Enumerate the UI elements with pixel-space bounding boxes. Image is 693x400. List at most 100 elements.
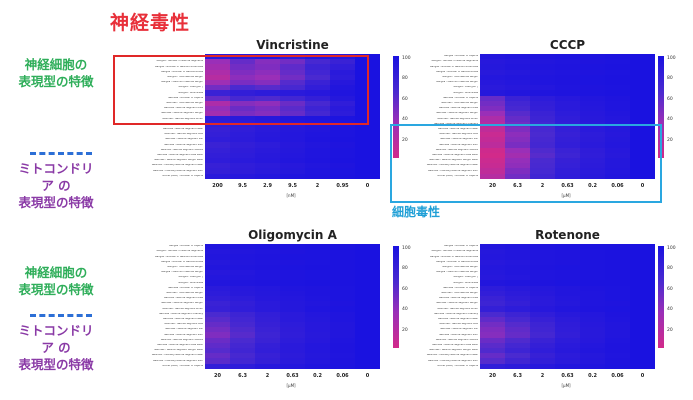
heatmap-cell xyxy=(555,270,581,276)
colorbar-tick-label: 100 xyxy=(402,56,411,61)
heatmap-cell xyxy=(580,254,606,260)
heatmap-cell xyxy=(605,69,631,76)
heatmap-cell xyxy=(305,147,331,154)
row-label: Neurites - Neurite Segment Area Ratio xyxy=(157,154,203,156)
heatmap-cell xyxy=(230,301,256,307)
heatmap-cell xyxy=(580,290,606,297)
heatmap-cell xyxy=(505,132,531,138)
heatmap-cell xyxy=(605,353,631,359)
heatmap-cell xyxy=(555,322,581,328)
heatmap-cell xyxy=(280,363,306,370)
heatmap-cell xyxy=(630,116,656,122)
heatmap-cell xyxy=(330,64,356,70)
heatmap-cell xyxy=(480,100,506,107)
heatmap-cell xyxy=(505,337,531,344)
heatmap-cell xyxy=(205,363,231,370)
heatmap-cell xyxy=(280,126,306,133)
heatmap-cell xyxy=(355,306,381,312)
heatmap-cell xyxy=(580,327,606,333)
heatmap-cell xyxy=(555,311,581,318)
heatmap-cell xyxy=(280,116,306,122)
heatmap-cell xyxy=(630,337,656,344)
row-label: Neurites - Number of Objects xyxy=(168,286,203,289)
heatmap-cell xyxy=(605,100,631,107)
heatmap-cell xyxy=(630,126,656,133)
heatmap-cell xyxy=(630,348,656,354)
heatmap-cell xyxy=(480,59,506,65)
heatmap-cell xyxy=(280,85,306,91)
heatmap-cell xyxy=(205,301,231,307)
heatmap-cell xyxy=(205,69,231,76)
heatmap-cell xyxy=(330,126,356,133)
heatmap-cell xyxy=(480,168,506,174)
heatmap-cell xyxy=(255,332,281,338)
heatmap-cell xyxy=(530,54,556,60)
heatmap-cell xyxy=(555,90,581,96)
row-label: Ganglia - Total Neurite Length xyxy=(442,266,478,268)
row-label: Neurites - Neurite Segment Sum xyxy=(164,333,203,336)
mito-phenotype-label-2: ミトコンドリ ア の 表現型の特徴 xyxy=(2,322,110,373)
heatmap-cell xyxy=(530,173,556,180)
heatmap-cell xyxy=(505,342,531,349)
row-label: Neurites - Neurite Segment Mean xyxy=(162,128,203,130)
heatmap-cell xyxy=(605,259,631,266)
heatmap-cell xyxy=(605,254,631,260)
heatmap-cell xyxy=(480,90,506,96)
row-label: Ganglia - Number of Neurite Segments xyxy=(156,250,203,253)
heatmap-cell xyxy=(505,64,531,70)
heatmap-cell xyxy=(630,168,656,174)
heatmap-cell xyxy=(580,137,606,143)
heatmap-cell xyxy=(280,80,306,86)
heatmap-cell xyxy=(205,280,231,286)
label-line: ア の xyxy=(41,340,71,355)
heatmap-cell xyxy=(330,74,356,81)
heatmap-cell xyxy=(555,106,581,112)
heatmap-cell xyxy=(480,158,506,164)
heatmap-cell xyxy=(580,244,606,250)
heatmap-cell xyxy=(605,270,631,276)
row-label: Neurites - Neurite Segment Length xyxy=(436,302,478,305)
heatmap-cell xyxy=(230,285,256,292)
row-label: Ganglia - Number of Neurite Segments xyxy=(431,60,478,63)
heatmap-cell xyxy=(530,285,556,292)
heatmap-cell xyxy=(555,306,581,312)
heatmap-cell xyxy=(330,168,356,174)
heatmap-cell xyxy=(330,259,356,266)
heatmap-cell xyxy=(555,116,581,122)
heatmap-cell xyxy=(280,348,306,354)
heatmap-cell xyxy=(605,348,631,354)
heatmap-cell xyxy=(530,249,556,255)
heatmap-cell xyxy=(330,69,356,76)
x-tick-label: 200 xyxy=(212,182,223,189)
heatmap-cell xyxy=(255,244,281,250)
heatmap-cell xyxy=(630,280,656,286)
row-label: Neurites - Neurite Segment Area Ratio xyxy=(157,344,203,346)
heatmap-cell xyxy=(305,290,331,297)
heatmap-cell xyxy=(480,290,506,297)
heatmap-cell xyxy=(505,353,531,359)
heatmap-cell xyxy=(305,316,331,323)
heatmap-cell xyxy=(330,337,356,344)
heatmap-cell xyxy=(505,301,531,307)
heatmap-cell xyxy=(505,254,531,260)
row-label: Neurites - Neurite Segment Sum xyxy=(439,143,478,146)
heatmap-cell xyxy=(355,259,381,266)
heatmap-cell xyxy=(630,100,656,107)
heatmap-cell xyxy=(205,275,231,281)
heatmap-cell xyxy=(230,69,256,76)
row-label: Neurites - Neurite Segment Max xyxy=(439,133,478,136)
row-label: Neurites - Neurite Segment StdDev xyxy=(435,338,478,341)
heatmap-cell xyxy=(205,59,231,65)
heatmap-cell xyxy=(505,249,531,255)
row-label: Neurites - Neurite Segment Sum xyxy=(439,333,478,336)
heatmap-cell xyxy=(355,290,381,297)
row-label: Neurites - Total Neurite Length xyxy=(166,292,203,294)
colorbar-tick-label: 80 xyxy=(667,76,673,82)
heatmap-cell xyxy=(630,270,656,276)
heatmap-cell xyxy=(330,285,356,292)
heatmap-cell xyxy=(480,137,506,143)
heatmap-cell xyxy=(605,106,631,112)
heatmap-cell xyxy=(555,64,581,70)
heatmap-cell xyxy=(255,337,281,344)
heatmap-cell xyxy=(330,275,356,281)
